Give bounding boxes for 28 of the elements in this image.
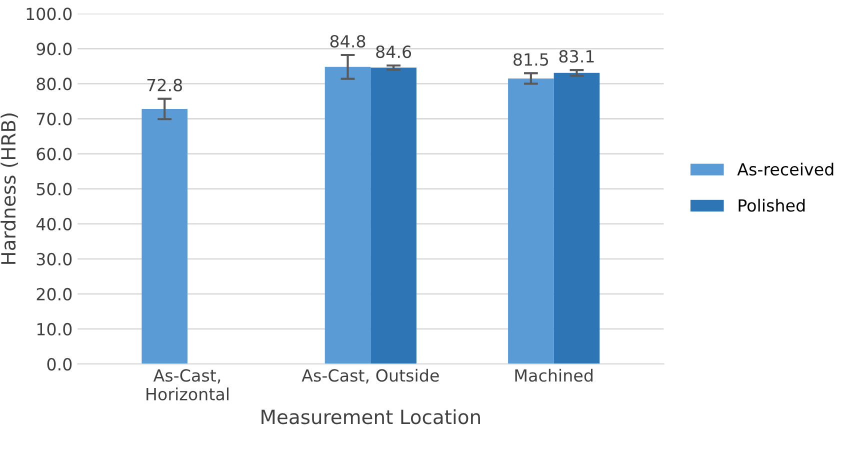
data-label: 81.5 (514, 53, 548, 66)
x-axis-title: Measurement Location (262, 409, 480, 424)
legend-label: Polished (738, 198, 805, 212)
data-label: 83.1 (559, 50, 594, 63)
y-tick-label: 40.0 (36, 218, 72, 230)
x-tick-label: Machined (515, 368, 592, 382)
legend-label: As-received (737, 162, 834, 176)
data-label: 84.8 (330, 34, 366, 48)
y-tick-label: 90.0 (36, 42, 72, 56)
bar (508, 78, 554, 364)
y-tick-label: 20.0 (36, 288, 72, 300)
y-tick-label: 100.0 (26, 8, 72, 20)
bar (142, 108, 188, 364)
y-tick-label: 70.0 (36, 112, 72, 126)
data-label: 72.8 (147, 78, 182, 92)
bar (370, 68, 416, 364)
y-tick-label: 60.0 (36, 148, 72, 160)
y-tick-label: 50.0 (36, 182, 72, 196)
y-tick-label: 10.0 (37, 322, 72, 336)
y-axis-title: Hardness (HRB) (0, 114, 18, 264)
data-label: 84.6 (376, 46, 412, 58)
x-tick-label: As-Cast, Outside (302, 368, 439, 384)
bar (554, 72, 600, 364)
y-tick-label: 30.0 (36, 252, 72, 266)
y-tick-label: 0.0 (47, 358, 72, 371)
y-tick-label: 80.0 (36, 78, 72, 90)
x-tick-label: As-Cast, Horizontal (146, 369, 228, 400)
bar (324, 66, 371, 364)
